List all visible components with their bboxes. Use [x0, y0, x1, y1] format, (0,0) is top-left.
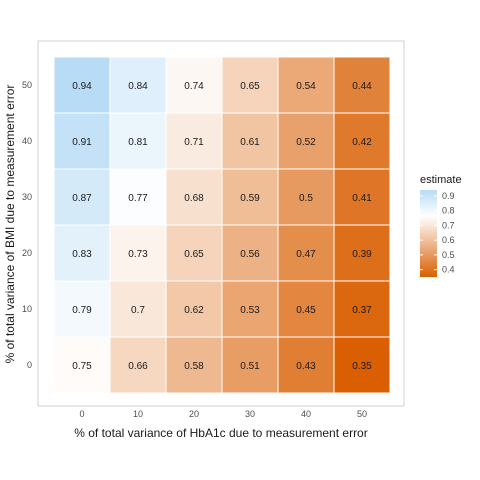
cell-value-label: 0.54	[296, 81, 316, 92]
y-tick-label: 50	[22, 80, 32, 90]
y-axis-ticks: 0 10 20 30 40 50	[22, 80, 32, 370]
cell-value-label: 0.43	[296, 361, 316, 372]
cell-value-label: 0.52	[296, 137, 316, 148]
cell-value-label: 0.53	[240, 305, 260, 316]
cell-value-label: 0.79	[72, 305, 92, 316]
heatmap-cell	[53, 168, 111, 226]
heatmap-cell	[333, 224, 391, 282]
heatmap-cells	[53, 56, 391, 394]
heatmap-cell	[221, 224, 279, 282]
panel-border	[37, 40, 405, 407]
legend-tick-label: 0.9	[442, 191, 455, 201]
cell-value-label: 0.58	[184, 361, 204, 372]
legend-title: estimate	[420, 174, 462, 186]
y-tick-label: 30	[22, 192, 32, 202]
cell-value-label: 0.44	[352, 81, 372, 92]
cell-value-label: 0.81	[128, 137, 148, 148]
cell-value-label: 0.37	[352, 305, 372, 316]
cell-value-label: 0.77	[128, 193, 148, 204]
x-tick-label: 30	[245, 409, 255, 419]
heatmap-cell	[109, 112, 167, 170]
cell-value-label: 0.47	[296, 249, 316, 260]
cell-value-label: 0.74	[184, 81, 204, 92]
heatmap-cell	[53, 336, 111, 394]
cell-value-label: 0.83	[72, 249, 92, 260]
cell-value-label: 0.65	[184, 249, 204, 260]
cell-value-label: 0.35	[352, 361, 372, 372]
x-tick-label: 10	[133, 409, 143, 419]
y-tick-label: 40	[22, 136, 32, 146]
legend-colorbar	[420, 190, 437, 277]
x-tick-label: 40	[301, 409, 311, 419]
heatmap-cell-labels: 0.75 0.66 0.58 0.51 0.43 0.35 0.79 0.7 0.62 0.53 0…	[72, 81, 372, 372]
cell-value-label: 0.45	[296, 305, 316, 316]
cell-value-label: 0.41	[352, 193, 372, 204]
cell-value-label: 0.51	[240, 361, 260, 372]
heatmap-cell	[277, 280, 335, 338]
heatmap-cell	[53, 280, 111, 338]
y-tick-label: 10	[22, 304, 32, 314]
cell-value-label: 0.94	[72, 81, 92, 92]
heatmap-cell	[333, 280, 391, 338]
heatmap-cell	[277, 336, 335, 394]
cell-value-label: 0.87	[72, 193, 92, 204]
legend-tick-label: 0.5	[442, 250, 455, 260]
x-axis-ticks: 0 10 20 30 40 50	[79, 409, 367, 419]
legend: estimate 0.9 0.8 0.7 0.6 0.5 0.4	[420, 174, 462, 277]
heatmap-cell	[165, 280, 223, 338]
legend-tick-label: 0.4	[442, 265, 455, 275]
heatmap-cell	[221, 56, 279, 114]
cell-value-label: 0.62	[184, 305, 204, 316]
cell-value-label: 0.84	[128, 81, 148, 92]
heatmap-cell	[165, 112, 223, 170]
cell-value-label: 0.71	[184, 137, 204, 148]
heatmap-cell	[221, 112, 279, 170]
y-tick-label: 0	[27, 360, 32, 370]
heatmap-cell	[109, 168, 167, 226]
y-axis-title: % of total variance of BMI due to measur…	[3, 85, 17, 364]
cell-value-label: 0.68	[184, 193, 204, 204]
heatmap-cell	[333, 56, 391, 114]
heatmap-cell	[165, 56, 223, 114]
y-tick-label: 20	[22, 248, 32, 258]
legend-tick-label: 0.6	[442, 235, 455, 245]
cell-value-label: 0.56	[240, 249, 260, 260]
heatmap-cell	[333, 168, 391, 226]
x-tick-label: 50	[357, 409, 367, 419]
heatmap-cell	[109, 280, 167, 338]
cell-value-label: 0.5	[299, 193, 313, 204]
heatmap-cell	[221, 168, 279, 226]
heatmap-cell	[221, 336, 279, 394]
legend-tick-label: 0.7	[442, 220, 455, 230]
cell-value-label: 0.65	[240, 81, 260, 92]
heatmap-cell	[277, 56, 335, 114]
cell-value-label: 0.61	[240, 137, 260, 148]
legend-tick-label: 0.8	[442, 206, 455, 216]
x-tick-label: 20	[189, 409, 199, 419]
heatmap-cell	[333, 336, 391, 394]
cell-value-label: 0.39	[352, 249, 372, 260]
cell-value-label: 0.73	[128, 249, 148, 260]
cell-value-label: 0.91	[72, 137, 92, 148]
x-tick-label: 0	[79, 409, 84, 419]
cell-value-label: 0.7	[131, 305, 145, 316]
cell-value-label: 0.66	[128, 361, 148, 372]
cell-value-label: 0.59	[240, 193, 260, 204]
legend-ticks: 0.9 0.8 0.7 0.6 0.5 0.4	[420, 191, 455, 275]
heatmap-cell	[165, 224, 223, 282]
cell-value-label: 0.42	[352, 137, 372, 148]
heatmap-cell	[277, 224, 335, 282]
cell-value-label: 0.75	[72, 361, 92, 372]
x-axis-title: % of total variance of HbA1c due to meas…	[74, 426, 367, 440]
